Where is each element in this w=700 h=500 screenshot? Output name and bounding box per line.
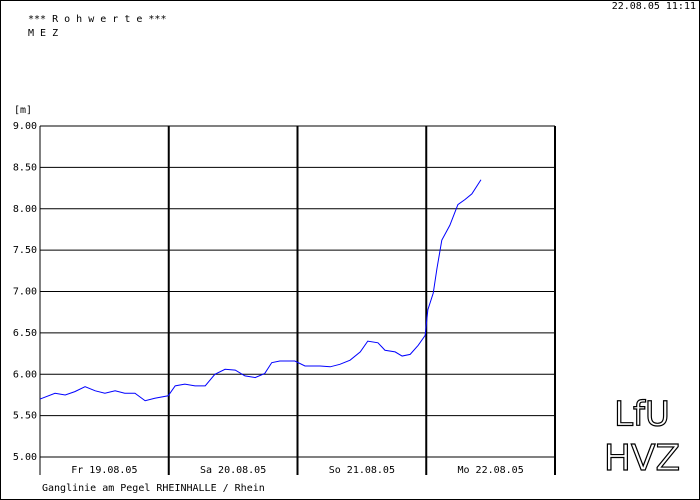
caption: Ganglinie am Pegel RHEINHALLE / Rhein — [42, 483, 265, 494]
y-tick-label: 6.00 — [13, 369, 37, 380]
x-tick-label: Sa 20.08.05 — [200, 465, 266, 476]
series-line — [39, 179, 482, 402]
header-title: *** R o h w e r t e *** — [28, 14, 166, 25]
y-tick-label: 5.50 — [13, 411, 37, 422]
timezone: M E Z — [28, 28, 58, 39]
x-tick-label: So 21.08.05 — [329, 465, 395, 476]
x-tick-label: Fr 19.08.05 — [71, 465, 137, 476]
y-tick-label: 7.50 — [13, 245, 37, 256]
y-axis-label: [m] — [14, 105, 32, 116]
y-tick-label: 9.00 — [13, 121, 37, 132]
x-tick-label: Mo 22.08.05 — [458, 465, 524, 476]
y-tick-label: 8.00 — [13, 204, 37, 215]
timestamp: 22.08.05 11:11 — [612, 1, 696, 12]
y-tick-label: 8.50 — [13, 162, 37, 173]
y-tick-label: 6.50 — [13, 328, 37, 339]
logo-hvz: HVZ — [604, 438, 680, 479]
y-tick-label: 5.00 — [13, 452, 37, 463]
logo-lfu: LfU — [614, 395, 670, 435]
y-tick-label: 7.00 — [13, 287, 37, 298]
